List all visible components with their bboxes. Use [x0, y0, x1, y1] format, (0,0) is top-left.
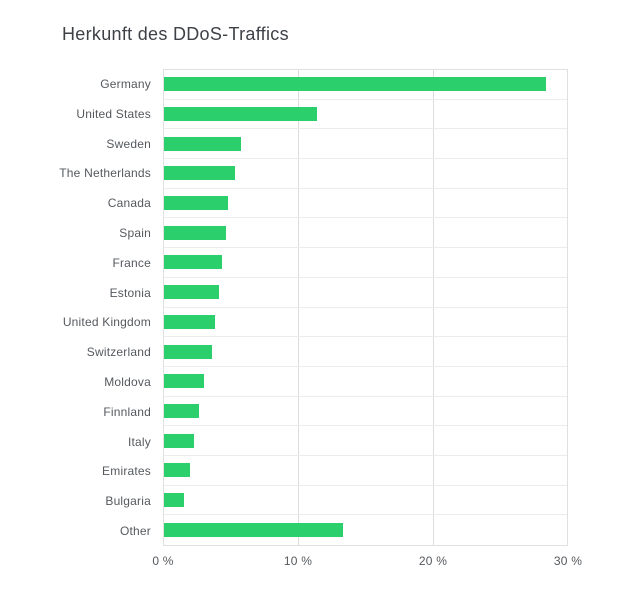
row-band — [164, 70, 567, 100]
gridline — [432, 70, 434, 545]
plot-rows — [164, 70, 567, 545]
bar-france[interactable] — [164, 255, 222, 270]
x-tick-label: 30 % — [553, 554, 583, 568]
category-label: Italy — [127, 434, 151, 449]
x-tick-label: 0 % — [152, 554, 174, 568]
category-label: United States — [76, 106, 151, 121]
row-band — [164, 189, 567, 219]
row-band — [164, 397, 567, 427]
row-band — [164, 129, 567, 160]
x-tick-label: 10 % — [283, 554, 313, 568]
row-band — [164, 308, 567, 338]
gridline — [298, 70, 300, 545]
bar-united-states[interactable] — [164, 107, 318, 122]
category-label: Spain — [119, 225, 151, 240]
bar-spain[interactable] — [164, 225, 226, 240]
bar-bulgaria[interactable] — [164, 492, 185, 507]
row-band — [164, 248, 567, 278]
plot-area — [163, 69, 568, 546]
row-band — [164, 367, 567, 397]
category-label: United Kingdom — [62, 315, 151, 330]
category-label: France — [112, 255, 151, 270]
row-band — [164, 218, 567, 249]
bar-germany[interactable] — [164, 77, 546, 92]
category-label: Estonia — [109, 285, 151, 300]
bar-moldova[interactable] — [164, 374, 205, 389]
chart-title: Herkunft des DDoS-Traffics — [62, 24, 289, 44]
bar-other[interactable] — [164, 523, 343, 538]
category-label: Germany — [100, 76, 151, 91]
bar-switzerland[interactable] — [164, 344, 213, 359]
category-label: Bulgaria — [105, 494, 151, 509]
category-labels: Germany United States Sweden The Netherland… — [0, 69, 151, 546]
bar-estonia[interactable] — [164, 285, 220, 300]
bar-emirates[interactable] — [164, 463, 190, 478]
row-band — [164, 486, 567, 516]
row-band — [164, 159, 567, 189]
category-label: Other — [119, 524, 151, 539]
category-label: Sweden — [106, 136, 151, 151]
bar-united-kingdom[interactable] — [164, 314, 216, 329]
bar-sweden[interactable] — [164, 136, 241, 151]
row-band — [164, 426, 567, 456]
row-band — [164, 515, 567, 545]
x-tick-label: 20 % — [418, 554, 448, 568]
row-band — [164, 278, 567, 308]
category-label: Canada — [107, 196, 151, 211]
category-label: Moldova — [104, 375, 151, 390]
category-label: Emirates — [102, 464, 151, 479]
x-axis: 0 % 10 % 20 % 30 % — [152, 554, 582, 570]
category-label: Switzerland — [86, 345, 151, 360]
bar-the-netherlands[interactable] — [164, 166, 236, 181]
bar-finnland[interactable] — [164, 403, 199, 418]
row-band — [164, 100, 567, 130]
category-label: Finnland — [103, 404, 151, 419]
category-label: The Netherlands — [59, 166, 151, 181]
bar-italy[interactable] — [164, 433, 194, 448]
row-band — [164, 456, 567, 486]
bar-canada[interactable] — [164, 196, 229, 211]
row-band — [164, 337, 567, 367]
